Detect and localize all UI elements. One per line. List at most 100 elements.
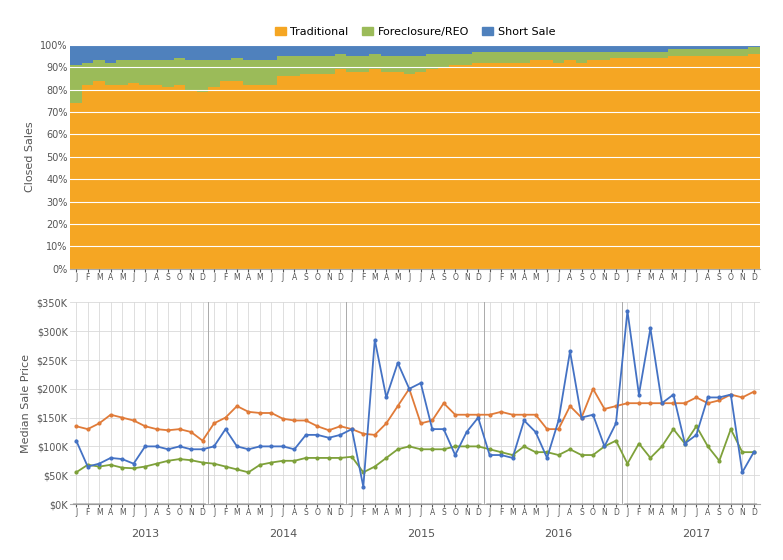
Bar [725,45,737,49]
Bar [334,45,346,54]
Bar [128,83,139,269]
Bar [644,45,656,52]
Bar [139,45,151,60]
Bar [151,60,162,85]
Bar [346,56,358,72]
Bar [265,45,277,60]
Bar [243,85,254,269]
Bar [334,69,346,269]
Bar [691,56,702,269]
Bar [461,54,472,65]
Bar [599,60,610,269]
Bar [392,45,403,56]
Bar [679,49,691,56]
Bar [403,56,415,74]
Bar [208,60,220,87]
Bar [243,45,254,60]
Bar [358,45,369,56]
Bar [748,47,760,54]
Bar [93,81,105,269]
Bar [243,60,254,85]
Bar [369,69,381,269]
Bar [565,45,576,52]
Bar [105,45,117,63]
Bar [82,85,93,269]
Bar [587,45,599,52]
Bar [220,45,231,60]
Bar [565,60,576,269]
Bar [507,63,518,269]
Bar [656,52,668,58]
Bar [610,45,622,52]
Bar [713,45,725,49]
Bar [737,45,748,49]
Bar [622,52,633,58]
Bar [656,58,668,269]
Bar [507,45,518,52]
Text: 2013: 2013 [131,529,159,539]
Bar [392,72,403,269]
Bar [403,45,415,56]
Bar [117,45,128,60]
Bar [587,52,599,60]
Bar [691,49,702,56]
Bar [461,45,472,54]
Bar [403,74,415,269]
Bar [496,52,507,63]
Bar [599,45,610,52]
Bar [162,87,174,269]
Bar [358,72,369,269]
Bar [438,45,449,54]
Bar [208,87,220,269]
Bar [128,60,139,83]
Bar [530,52,541,60]
Bar [93,60,105,81]
Bar [553,52,565,63]
Bar [220,81,231,269]
Bar [186,90,197,269]
Bar [472,45,484,52]
Bar [725,49,737,56]
Bar [277,45,289,56]
Text: 2015: 2015 [406,529,435,539]
Bar [265,60,277,85]
Bar [162,60,174,87]
Bar [358,56,369,72]
Bar [702,49,713,56]
Bar [139,60,151,85]
Bar [438,54,449,67]
Bar [277,76,289,269]
Bar [415,56,427,72]
Bar [644,58,656,269]
Bar [162,45,174,60]
Bar [139,85,151,269]
Bar [415,45,427,56]
Bar [622,45,633,52]
Bar [82,45,93,63]
Bar [610,52,622,58]
Bar [679,56,691,269]
Bar [484,52,496,63]
Bar [633,45,644,52]
Bar [300,74,312,269]
Bar [186,60,197,90]
Bar [599,52,610,60]
Bar [427,45,438,54]
Bar [174,58,186,85]
Y-axis label: Median Sale Price: Median Sale Price [21,354,31,452]
Bar [323,74,334,269]
Bar [174,45,186,58]
Bar [622,58,633,269]
Bar [518,63,530,269]
Bar [254,85,265,269]
Bar [541,60,553,269]
Bar [725,56,737,269]
Bar [105,63,117,85]
Bar [633,58,644,269]
Legend: Traditional, Foreclosure/REO, Short Sale: Traditional, Foreclosure/REO, Short Sale [270,22,560,41]
Bar [392,56,403,72]
Bar [415,72,427,269]
Bar [70,45,82,65]
Bar [381,45,392,56]
Bar [737,56,748,269]
